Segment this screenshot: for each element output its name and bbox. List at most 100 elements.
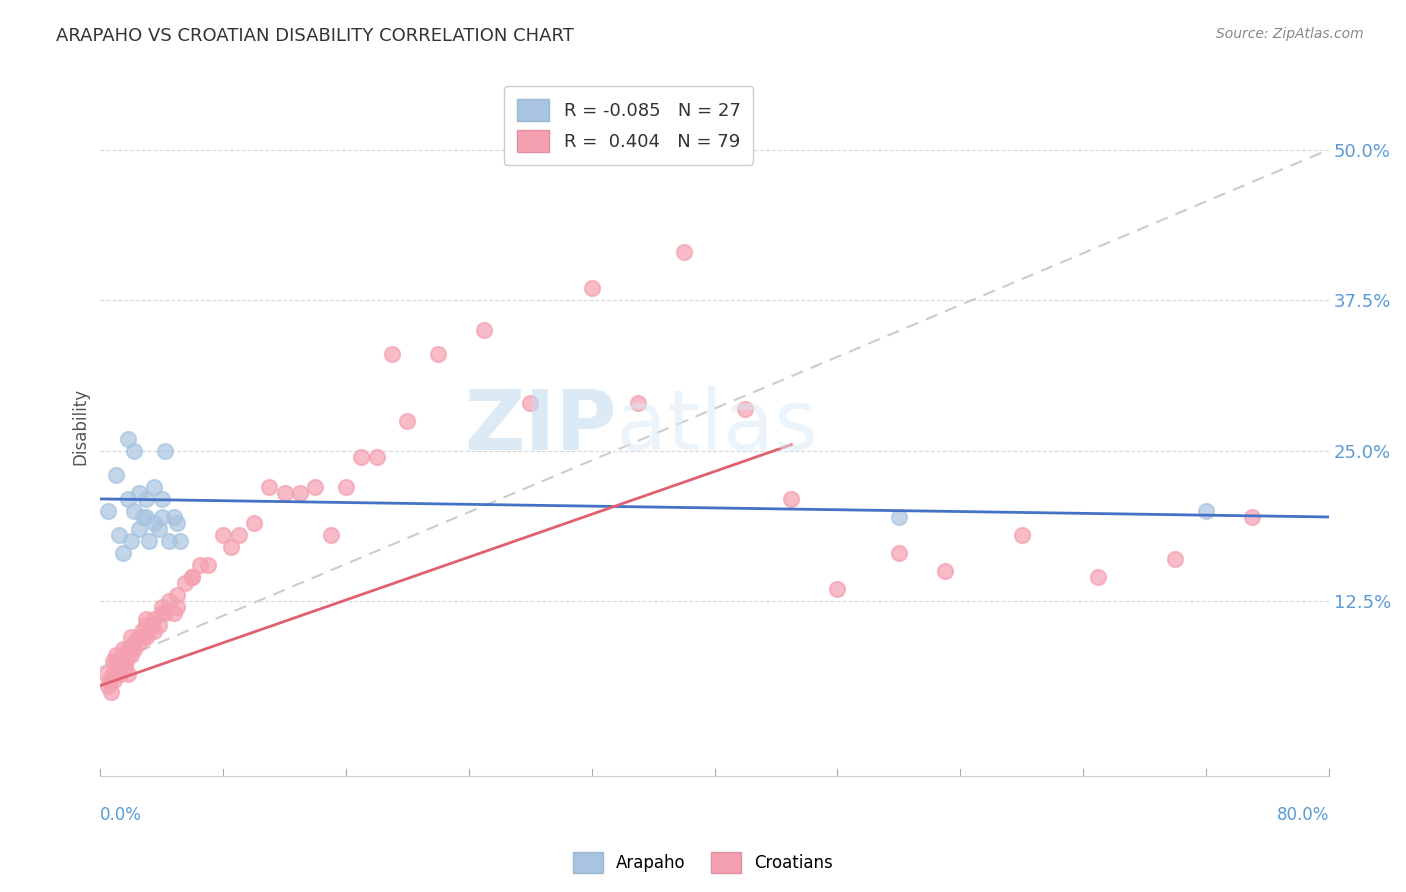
Point	[117, 648, 139, 663]
Point	[166, 516, 188, 530]
Point	[120, 642, 142, 657]
Point	[427, 347, 450, 361]
Point	[120, 534, 142, 549]
Point	[1195, 504, 1218, 518]
Point	[100, 684, 122, 698]
Text: ZIP: ZIP	[464, 386, 616, 467]
Point	[135, 631, 157, 645]
Point	[104, 467, 127, 482]
Point	[117, 432, 139, 446]
Point	[135, 491, 157, 506]
Point	[132, 510, 155, 524]
Point	[159, 534, 181, 549]
Point	[97, 504, 120, 518]
Point	[212, 528, 235, 542]
Point	[111, 648, 134, 663]
Point	[96, 666, 118, 681]
Point	[153, 443, 176, 458]
Point	[128, 636, 150, 650]
Point	[143, 480, 166, 494]
Point	[150, 607, 173, 621]
Point	[135, 618, 157, 632]
Point	[166, 600, 188, 615]
Point	[627, 395, 650, 409]
Point	[139, 618, 162, 632]
Point	[97, 679, 120, 693]
Point	[132, 631, 155, 645]
Point	[138, 534, 160, 549]
Point	[672, 245, 695, 260]
Point	[104, 666, 127, 681]
Text: 0.0%: 0.0%	[100, 806, 142, 824]
Point	[143, 624, 166, 639]
Point	[143, 516, 166, 530]
Point	[112, 546, 135, 560]
Point	[128, 631, 150, 645]
Text: 80.0%: 80.0%	[1277, 806, 1329, 824]
Point	[107, 660, 129, 674]
Point	[104, 648, 127, 663]
Point	[181, 570, 204, 584]
Point	[115, 655, 138, 669]
Point	[159, 594, 181, 608]
Point	[163, 607, 186, 621]
Point	[381, 347, 404, 361]
Point	[163, 510, 186, 524]
Point	[112, 655, 135, 669]
Point	[396, 414, 419, 428]
Point	[472, 323, 495, 337]
Point	[117, 491, 139, 506]
Point	[519, 395, 541, 409]
Point	[122, 443, 145, 458]
Legend: R = -0.085   N = 27, R =  0.404   N = 79: R = -0.085 N = 27, R = 0.404 N = 79	[503, 87, 754, 165]
Point	[131, 624, 153, 639]
Point	[148, 522, 170, 536]
Point	[219, 540, 242, 554]
Point	[150, 510, 173, 524]
Point	[887, 510, 910, 524]
Point	[143, 612, 166, 626]
Point	[169, 534, 191, 549]
Text: Source: ZipAtlas.com: Source: ZipAtlas.com	[1216, 27, 1364, 41]
Point	[122, 636, 145, 650]
Point	[188, 558, 211, 573]
Point	[288, 486, 311, 500]
Point	[120, 648, 142, 663]
Point	[581, 281, 603, 295]
Point	[197, 558, 219, 573]
Point	[112, 642, 135, 657]
Point	[366, 450, 388, 464]
Point	[150, 600, 173, 615]
Point	[110, 666, 132, 681]
Point	[1164, 552, 1187, 566]
Point	[1011, 528, 1033, 542]
Point	[103, 673, 125, 687]
Point	[259, 480, 281, 494]
Point	[135, 612, 157, 626]
Point	[335, 480, 357, 494]
Point	[153, 607, 176, 621]
Point	[350, 450, 373, 464]
Point	[117, 666, 139, 681]
Point	[107, 528, 129, 542]
Point	[780, 491, 803, 506]
Point	[122, 642, 145, 657]
Point	[104, 655, 127, 669]
Text: ARAPAHO VS CROATIAN DISABILITY CORRELATION CHART: ARAPAHO VS CROATIAN DISABILITY CORRELATI…	[56, 27, 574, 45]
Point	[319, 528, 342, 542]
Point	[228, 528, 250, 542]
Point	[1087, 570, 1109, 584]
Point	[827, 582, 849, 597]
Point	[148, 618, 170, 632]
Point	[181, 570, 204, 584]
Point	[117, 642, 139, 657]
Point	[304, 480, 326, 494]
Point	[120, 631, 142, 645]
Point	[114, 660, 136, 674]
Legend: Arapaho, Croatians: Arapaho, Croatians	[567, 846, 839, 880]
Point	[273, 486, 295, 500]
Point	[128, 522, 150, 536]
Point	[107, 655, 129, 669]
Point	[734, 401, 756, 416]
Point	[934, 564, 956, 578]
